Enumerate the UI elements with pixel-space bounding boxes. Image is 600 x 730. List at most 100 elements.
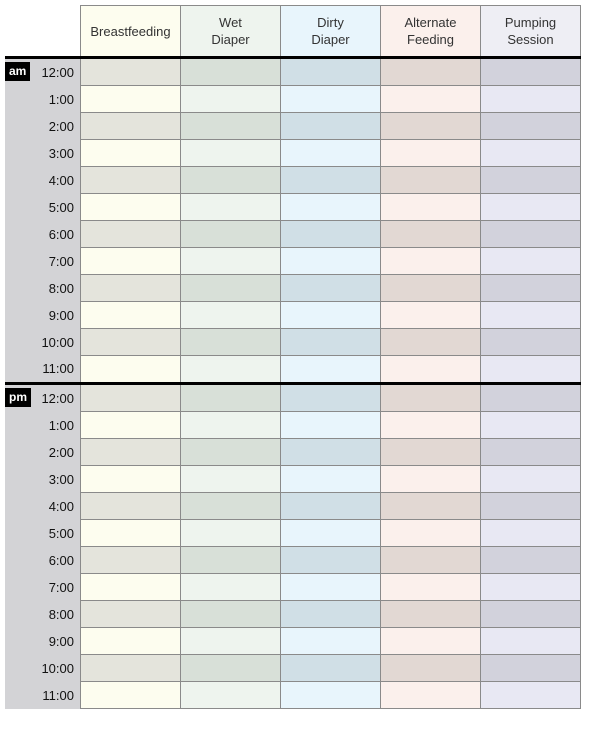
log-cell[interactable] (480, 600, 581, 628)
log-cell[interactable] (80, 465, 181, 493)
log-cell[interactable] (280, 112, 381, 140)
log-cell[interactable] (280, 328, 381, 356)
log-cell[interactable] (80, 355, 181, 384)
log-cell[interactable] (480, 573, 581, 601)
log-cell[interactable] (280, 139, 381, 167)
log-cell[interactable] (480, 411, 581, 439)
log-cell[interactable] (280, 438, 381, 466)
log-cell[interactable] (80, 56, 181, 86)
log-cell[interactable] (280, 492, 381, 520)
log-cell[interactable] (480, 492, 581, 520)
log-cell[interactable] (80, 220, 181, 248)
log-cell[interactable] (80, 546, 181, 574)
log-cell[interactable] (480, 112, 581, 140)
log-cell[interactable] (380, 85, 481, 113)
log-cell[interactable] (280, 355, 381, 384)
log-cell[interactable] (180, 355, 281, 384)
log-cell[interactable] (180, 139, 281, 167)
log-cell[interactable] (180, 546, 281, 574)
log-cell[interactable] (180, 654, 281, 682)
log-cell[interactable] (280, 627, 381, 655)
log-cell[interactable] (280, 382, 381, 412)
log-cell[interactable] (480, 681, 581, 709)
log-cell[interactable] (480, 438, 581, 466)
log-cell[interactable] (80, 382, 181, 412)
log-cell[interactable] (380, 627, 481, 655)
log-cell[interactable] (80, 301, 181, 329)
log-cell[interactable] (380, 56, 481, 86)
log-cell[interactable] (180, 573, 281, 601)
log-cell[interactable] (80, 139, 181, 167)
log-cell[interactable] (480, 193, 581, 221)
log-cell[interactable] (180, 112, 281, 140)
log-cell[interactable] (280, 573, 381, 601)
log-cell[interactable] (380, 247, 481, 275)
log-cell[interactable] (380, 382, 481, 412)
log-cell[interactable] (180, 247, 281, 275)
log-cell[interactable] (180, 301, 281, 329)
log-cell[interactable] (180, 274, 281, 302)
log-cell[interactable] (180, 627, 281, 655)
log-cell[interactable] (280, 519, 381, 547)
log-cell[interactable] (380, 328, 481, 356)
log-cell[interactable] (480, 166, 581, 194)
log-cell[interactable] (80, 654, 181, 682)
log-cell[interactable] (380, 654, 481, 682)
log-cell[interactable] (480, 85, 581, 113)
log-cell[interactable] (80, 328, 181, 356)
log-cell[interactable] (480, 546, 581, 574)
log-cell[interactable] (380, 465, 481, 493)
log-cell[interactable] (180, 411, 281, 439)
log-cell[interactable] (380, 492, 481, 520)
log-cell[interactable] (280, 56, 381, 86)
log-cell[interactable] (380, 600, 481, 628)
log-cell[interactable] (180, 465, 281, 493)
log-cell[interactable] (480, 382, 581, 412)
log-cell[interactable] (280, 85, 381, 113)
log-cell[interactable] (380, 411, 481, 439)
log-cell[interactable] (180, 681, 281, 709)
log-cell[interactable] (280, 274, 381, 302)
log-cell[interactable] (480, 301, 581, 329)
log-cell[interactable] (80, 193, 181, 221)
log-cell[interactable] (280, 465, 381, 493)
log-cell[interactable] (380, 681, 481, 709)
log-cell[interactable] (280, 193, 381, 221)
log-cell[interactable] (480, 220, 581, 248)
log-cell[interactable] (80, 627, 181, 655)
log-cell[interactable] (380, 438, 481, 466)
log-cell[interactable] (80, 492, 181, 520)
log-cell[interactable] (180, 56, 281, 86)
log-cell[interactable] (180, 166, 281, 194)
log-cell[interactable] (80, 166, 181, 194)
log-cell[interactable] (380, 274, 481, 302)
log-cell[interactable] (80, 438, 181, 466)
log-cell[interactable] (380, 112, 481, 140)
log-cell[interactable] (380, 573, 481, 601)
log-cell[interactable] (480, 654, 581, 682)
log-cell[interactable] (480, 465, 581, 493)
log-cell[interactable] (480, 247, 581, 275)
log-cell[interactable] (180, 382, 281, 412)
log-cell[interactable] (480, 519, 581, 547)
log-cell[interactable] (80, 519, 181, 547)
log-cell[interactable] (180, 600, 281, 628)
log-cell[interactable] (180, 85, 281, 113)
log-cell[interactable] (280, 247, 381, 275)
log-cell[interactable] (180, 328, 281, 356)
log-cell[interactable] (380, 519, 481, 547)
log-cell[interactable] (280, 301, 381, 329)
log-cell[interactable] (380, 301, 481, 329)
log-cell[interactable] (280, 220, 381, 248)
log-cell[interactable] (280, 166, 381, 194)
log-cell[interactable] (280, 546, 381, 574)
log-cell[interactable] (380, 139, 481, 167)
log-cell[interactable] (380, 166, 481, 194)
log-cell[interactable] (80, 112, 181, 140)
log-cell[interactable] (80, 411, 181, 439)
log-cell[interactable] (280, 600, 381, 628)
log-cell[interactable] (80, 274, 181, 302)
log-cell[interactable] (180, 519, 281, 547)
log-cell[interactable] (380, 220, 481, 248)
log-cell[interactable] (480, 328, 581, 356)
